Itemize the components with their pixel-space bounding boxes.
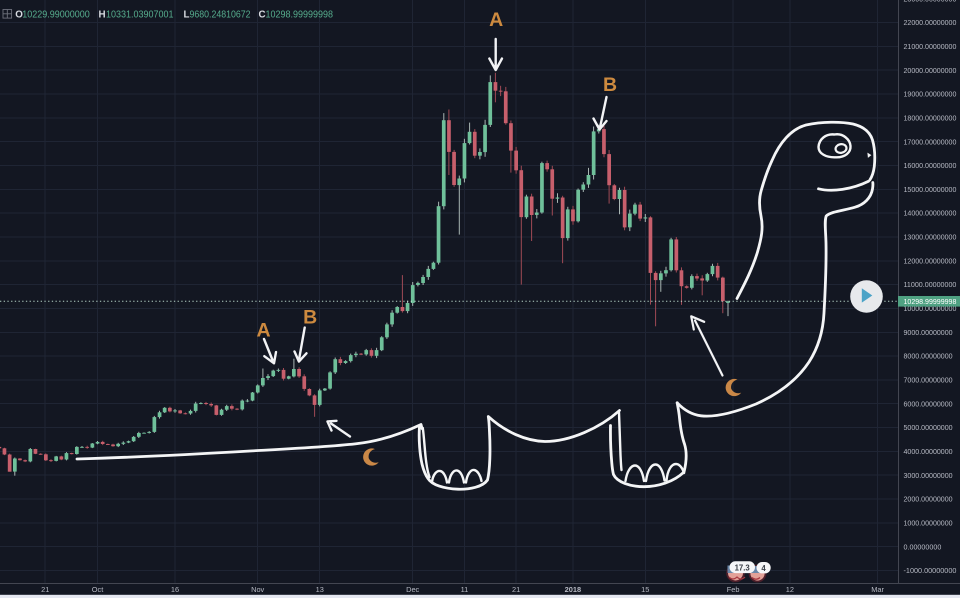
svg-text:7000.00000000: 7000.00000000 xyxy=(904,376,953,385)
svg-text:12000.00000000: 12000.00000000 xyxy=(904,256,957,265)
svg-text:O: O xyxy=(15,10,23,21)
svg-text:1000.00000000: 1000.00000000 xyxy=(904,519,953,528)
svg-text:-1000.00000000: -1000.00000000 xyxy=(904,566,957,575)
svg-text:9680.24810672: 9680.24810672 xyxy=(190,10,251,21)
svg-text:22000.00000000: 22000.00000000 xyxy=(904,18,957,27)
svg-text:2018: 2018 xyxy=(565,585,581,594)
svg-text:12: 12 xyxy=(786,585,794,594)
svg-text:4: 4 xyxy=(761,564,766,573)
svg-text:10229.99000000: 10229.99000000 xyxy=(22,10,90,21)
svg-text:20000.00000000: 20000.00000000 xyxy=(904,66,957,75)
svg-text:B: B xyxy=(303,306,317,328)
svg-text:3000.00000000: 3000.00000000 xyxy=(904,471,953,480)
svg-text:10298.99999998: 10298.99999998 xyxy=(266,10,334,21)
svg-text:Mar: Mar xyxy=(871,585,884,594)
svg-text:11000.00000000: 11000.00000000 xyxy=(904,280,957,289)
svg-text:16: 16 xyxy=(171,585,179,594)
svg-text:21: 21 xyxy=(512,585,520,594)
svg-text:Oct: Oct xyxy=(92,585,104,594)
svg-text:5000.00000000: 5000.00000000 xyxy=(904,423,953,432)
svg-text:A: A xyxy=(489,9,503,31)
svg-text:10331.03907001: 10331.03907001 xyxy=(106,10,174,21)
svg-text:19000.00000000: 19000.00000000 xyxy=(904,90,957,99)
svg-text:13000.00000000: 13000.00000000 xyxy=(904,233,957,242)
svg-text:Dec: Dec xyxy=(406,585,419,594)
svg-text:23000.00000000: 23000.00000000 xyxy=(904,0,957,3)
svg-text:15: 15 xyxy=(641,585,649,594)
svg-text:H: H xyxy=(99,10,106,21)
svg-text:10298.99999998: 10298.99999998 xyxy=(904,297,957,306)
svg-text:B: B xyxy=(603,74,617,96)
svg-text:L: L xyxy=(184,10,190,21)
svg-text:4000.00000000: 4000.00000000 xyxy=(904,447,953,456)
svg-text:17.3: 17.3 xyxy=(735,563,751,572)
svg-text:11: 11 xyxy=(461,585,469,594)
svg-text:18000.00000000: 18000.00000000 xyxy=(904,113,957,122)
svg-text:10000.00000000: 10000.00000000 xyxy=(904,304,957,313)
svg-text:A: A xyxy=(256,319,270,341)
svg-text:9000.00000000: 9000.00000000 xyxy=(904,328,953,337)
svg-text:0.00000000: 0.00000000 xyxy=(904,542,942,551)
svg-text:21: 21 xyxy=(41,585,49,594)
svg-text:15000.00000000: 15000.00000000 xyxy=(904,185,957,194)
svg-text:Feb: Feb xyxy=(727,585,740,594)
svg-text:14000.00000000: 14000.00000000 xyxy=(904,209,957,218)
svg-text:8000.00000000: 8000.00000000 xyxy=(904,352,953,361)
svg-text:21000.00000000: 21000.00000000 xyxy=(904,42,957,51)
svg-text:6000.00000000: 6000.00000000 xyxy=(904,399,953,408)
svg-text:13: 13 xyxy=(316,585,324,594)
svg-text:C: C xyxy=(259,10,266,21)
svg-text:17000.00000000: 17000.00000000 xyxy=(904,137,957,146)
svg-text:Nov: Nov xyxy=(251,585,264,594)
svg-text:2000.00000000: 2000.00000000 xyxy=(904,495,953,504)
svg-text:16000.00000000: 16000.00000000 xyxy=(904,161,957,170)
